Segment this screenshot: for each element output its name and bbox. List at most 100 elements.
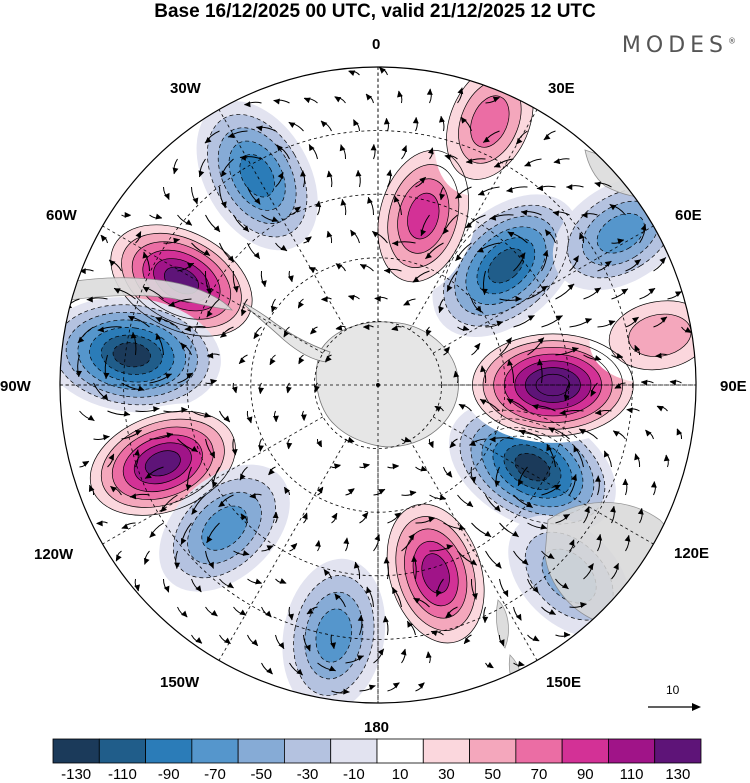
- graticule: [60, 67, 696, 703]
- colorbar-swatch: [191, 738, 239, 764]
- wind-arrowhead: [343, 688, 350, 695]
- wind-arrowhead: [412, 276, 420, 283]
- positive-anomaly-165e-contour: [412, 540, 459, 607]
- wind-arrowhead: [195, 637, 203, 644]
- wind-arrowhead: [325, 355, 332, 363]
- wind-arrowhead: [255, 578, 262, 585]
- wind-arrowhead: [155, 213, 162, 220]
- negative-anomaly-120e-level: [514, 453, 550, 481]
- wind-arrowhead: [604, 260, 612, 267]
- wind-arrowhead: [321, 296, 328, 303]
- wind-arrowhead: [377, 648, 384, 656]
- colorbar-tick-label: -50: [250, 766, 273, 783]
- wind-arrowhead: [676, 428, 683, 436]
- wind-arrowhead: [109, 260, 116, 267]
- wind-arrowhead: [393, 195, 400, 203]
- meridian: [409, 109, 538, 331]
- colorbar-tick-label: -10: [343, 766, 365, 783]
- wind-arrowhead: [113, 288, 121, 294]
- wind-arrowhead: [203, 249, 211, 256]
- wind-arrowhead: [242, 550, 250, 557]
- wind-arrowhead: [340, 199, 347, 206]
- wind-arrowhead: [382, 616, 389, 623]
- wind-arrowhead: [121, 523, 129, 530]
- longitude-label-120w: 120W: [34, 546, 74, 563]
- wind-arrowhead: [308, 267, 316, 273]
- wind-arrowhead: [536, 359, 543, 366]
- wind-arrowhead: [458, 404, 466, 410]
- wind-arrowhead: [549, 609, 556, 615]
- wind-arrowhead: [181, 406, 188, 413]
- wind-arrowhead: [378, 489, 385, 495]
- positive-anomaly-60w-contour: [110, 224, 253, 337]
- wind-arrowhead: [650, 481, 657, 488]
- wind-arrowhead: [506, 187, 513, 193]
- wind-arrowhead: [155, 317, 163, 323]
- wind-arrowhead: [210, 610, 218, 617]
- wind-arrowhead: [97, 326, 105, 333]
- wind-arrowhead: [403, 299, 411, 306]
- wind-arrowhead: [331, 512, 337, 520]
- wind-arrowhead: [303, 97, 311, 104]
- colorbar-swatch: [330, 738, 378, 764]
- wind-arrowhead: [370, 144, 377, 151]
- wind-arrowhead: [663, 454, 670, 462]
- wind-arrowhead: [204, 137, 212, 144]
- wind-arrowhead: [130, 332, 137, 339]
- wind-arrowhead: [329, 665, 336, 672]
- wind-arrowhead: [439, 193, 446, 201]
- wind-arrowhead: [515, 613, 522, 621]
- wind-arrowhead: [436, 589, 442, 597]
- wind-arrowhead: [457, 87, 464, 95]
- wind-arrowhead: [335, 324, 343, 331]
- wind-arrowhead: [355, 170, 362, 177]
- wind-arrowhead: [546, 444, 552, 452]
- wind-arrowhead: [392, 240, 399, 247]
- wind-arrowhead: [580, 602, 587, 608]
- wind-arrowhead: [272, 512, 279, 519]
- wind-arrowhead: [279, 578, 287, 584]
- wind-arrowhead: [153, 406, 160, 413]
- wind-arrowhead: [184, 325, 192, 332]
- wind-arrowhead: [166, 432, 173, 439]
- wind-arrowhead: [191, 446, 198, 452]
- positive-anomaly-80e-level: [628, 314, 692, 357]
- wind-arrowhead: [596, 534, 603, 541]
- wind-arrowhead: [353, 562, 360, 569]
- wind-arrowhead: [307, 608, 314, 615]
- negative-anomaly-30w: [196, 101, 318, 251]
- south-america: [69, 277, 233, 311]
- wind-arrowhead: [87, 414, 95, 421]
- wind-arrowhead: [310, 327, 317, 335]
- wind-arrowhead: [584, 506, 590, 513]
- wind-arrowhead: [579, 232, 585, 240]
- wind-arrowhead: [253, 252, 260, 259]
- wind-arrowhead: [585, 318, 592, 324]
- wind-arrowhead: [482, 616, 489, 623]
- meridian: [102, 416, 324, 545]
- negative-anomaly-30w-contour: [207, 114, 308, 238]
- wind-arrowhead: [220, 170, 227, 177]
- longitude-label-120e: 120E: [674, 545, 710, 562]
- wind-arrowhead: [316, 486, 323, 494]
- positive-anomaly-110w-contour: [144, 450, 181, 477]
- wind-arrowhead: [419, 177, 426, 184]
- colorbar-swatch: [237, 738, 285, 764]
- wind-arrowhead: [103, 434, 110, 441]
- wind-arrowhead: [347, 488, 355, 495]
- wind-arrowhead: [462, 325, 470, 332]
- wind-arrowhead: [455, 254, 462, 261]
- longitude-label-90e: 90E: [720, 378, 747, 395]
- wind-arrowhead: [527, 315, 535, 321]
- longitude-label-180: 180: [364, 719, 390, 736]
- wind-arrowhead: [79, 268, 86, 275]
- wind-arrowhead: [590, 389, 597, 397]
- wind-arrowhead: [365, 586, 372, 594]
- wind-arrowhead: [88, 485, 95, 492]
- wind-arrowhead: [460, 117, 467, 124]
- wind-arrowhead: [631, 316, 639, 323]
- wind-arrowhead: [116, 554, 122, 562]
- negative-anomaly-130w: [159, 464, 290, 592]
- negative-anomaly-60e-contour: [567, 188, 675, 279]
- wind-arrowhead: [339, 144, 346, 152]
